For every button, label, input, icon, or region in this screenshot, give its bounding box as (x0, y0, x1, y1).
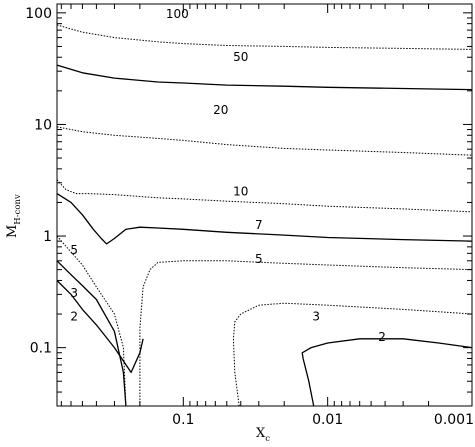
y-axis-label: MH-conv (5, 194, 23, 238)
y-tick-label: 0.1 (30, 341, 52, 357)
contour-line-5 (56, 235, 127, 407)
contour-line-2 (56, 280, 144, 374)
plot-frame (56, 3, 473, 407)
x-tick-label: 0.01 (312, 412, 343, 428)
contour-label-5: 5 (255, 252, 263, 266)
x-tick-label: 0.001 (434, 412, 474, 428)
contour-label-10: 10 (233, 185, 248, 199)
contour-line-2 (301, 338, 473, 407)
contour-label-2: 2 (378, 330, 386, 344)
tick-labels: 0.1 1 10 100 0.1 0.01 0.001 (25, 6, 474, 428)
contour-line-100 (56, 24, 473, 50)
y-tick-label: 10 (34, 117, 52, 133)
contour-label-3: 3 (70, 286, 78, 300)
y-tick-label: 100 (25, 6, 52, 22)
contour-line-5 (139, 260, 473, 406)
contour-label-3: 3 (312, 310, 320, 324)
contour-line-7 (56, 193, 473, 245)
x-axis-label: Xc (256, 426, 270, 444)
contour-label-2: 2 (70, 310, 78, 324)
y-tick-label: 1 (43, 229, 52, 245)
contour-label-50: 50 (233, 50, 248, 64)
contour-line-20 (56, 126, 473, 156)
contour-label-7: 7 (255, 218, 263, 232)
contour-label-5: 5 (70, 243, 78, 257)
contour-label-100: 100 (166, 7, 189, 21)
axis-ticks (57, 4, 473, 407)
contour-line-3 (56, 260, 127, 407)
contour-line-3 (232, 302, 473, 407)
contour-label-20: 20 (213, 103, 228, 117)
contour-labels: 100 50 20 10 7 5 5 3 3 2 2 (70, 7, 385, 344)
contour-line-10 (56, 179, 473, 213)
contour-line-50 (56, 64, 473, 91)
x-tick-label: 0.1 (172, 412, 194, 428)
contour-lines (56, 24, 473, 407)
